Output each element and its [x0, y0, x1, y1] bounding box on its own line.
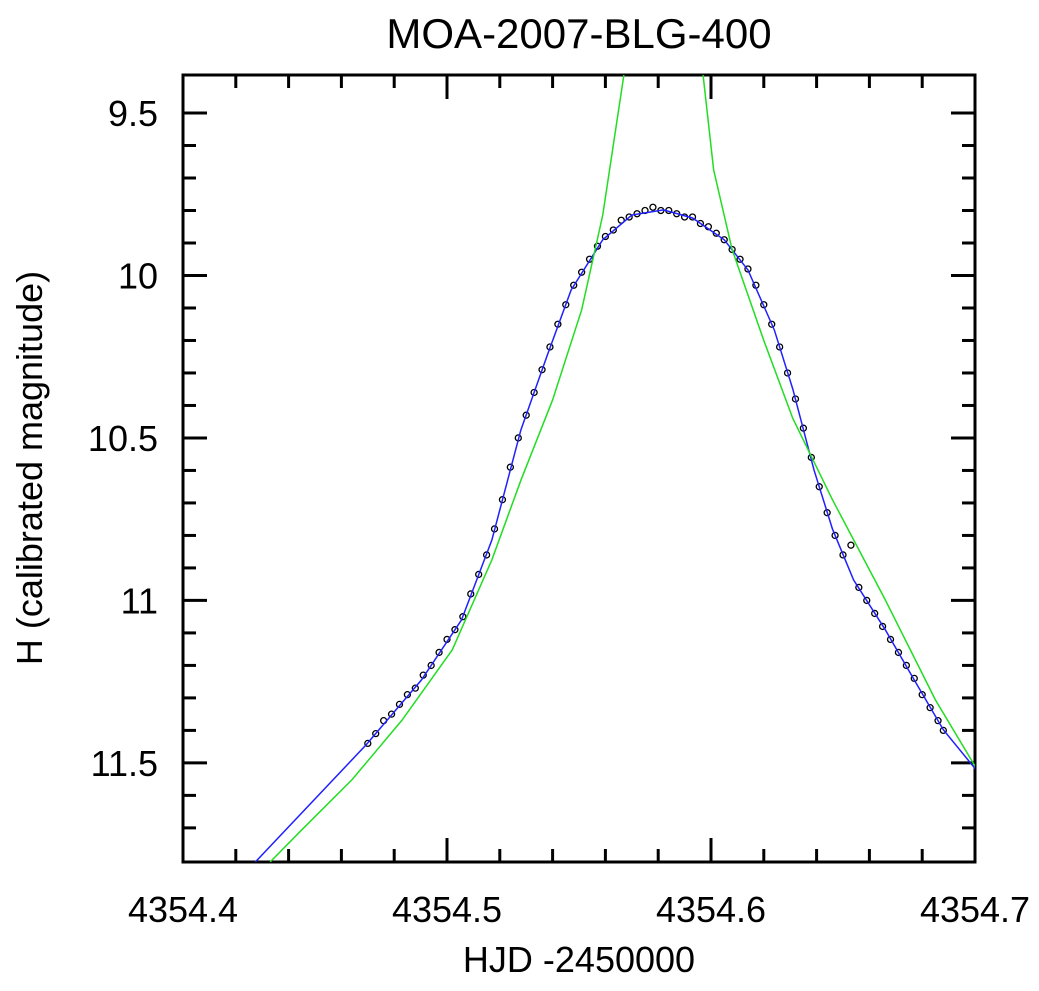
data-point: [720, 236, 728, 244]
data-point: [768, 320, 776, 328]
data-point: [839, 551, 847, 559]
data-point: [577, 268, 586, 276]
data-point: [395, 700, 404, 709]
data-point: [411, 684, 419, 692]
data-point: [918, 691, 926, 699]
data-point: [459, 613, 467, 621]
data-point: [435, 648, 443, 657]
plot-area: [254, 75, 975, 862]
x-tick-label: 4354.4: [128, 889, 238, 930]
data-point: [775, 343, 784, 351]
data-point: [387, 710, 396, 718]
x-axis-label: HJD -2450000: [463, 939, 695, 980]
data-point: [878, 622, 887, 631]
data-point: [855, 583, 863, 592]
data-point: [625, 213, 633, 221]
data-point: [538, 366, 546, 374]
y-axis-label: H (calibrated magnitude): [9, 271, 50, 665]
data-point: [530, 388, 538, 397]
data-point: [364, 739, 372, 748]
model-curve: [254, 209, 975, 862]
data-point: [601, 232, 610, 241]
y-tick-label: 11: [121, 580, 158, 621]
data-point: [609, 226, 617, 234]
y-tick-label: 10: [118, 255, 158, 296]
data-point: [475, 570, 483, 579]
y-tick-label: 11.5: [91, 743, 158, 784]
data-point: [939, 726, 947, 735]
data-point: [696, 219, 705, 228]
data-point: [562, 301, 570, 309]
data-point: [451, 626, 459, 634]
data-point: [427, 661, 435, 670]
y-tick-label: 10.5: [88, 418, 158, 459]
data-point: [886, 635, 895, 644]
x-tick-label: 4354.7: [920, 889, 1030, 930]
data-point: [926, 704, 934, 712]
data-point: [744, 265, 752, 273]
data-point: [934, 717, 942, 725]
data-point: [871, 609, 879, 618]
data-point: [894, 648, 903, 657]
data-point: [847, 541, 855, 549]
data-point: [815, 483, 823, 491]
data-point: [831, 531, 839, 540]
data-point: [522, 411, 530, 419]
model-curve: [269, 75, 975, 862]
chart-title: MOA-2007-BLG-400: [386, 10, 771, 57]
data-point: [570, 281, 578, 289]
data-point: [372, 729, 380, 738]
data-point: [736, 255, 744, 263]
x-tick-label: 4354.5: [392, 889, 502, 930]
data-point: [863, 596, 871, 605]
data-point: [902, 661, 911, 670]
data-point: [712, 229, 720, 237]
y-tick-label: 9.5: [108, 93, 158, 134]
data-point: [649, 203, 657, 211]
plot-frame: [181, 73, 977, 864]
x-tick-label: 4354.6: [656, 889, 766, 930]
data-point: [403, 691, 412, 699]
